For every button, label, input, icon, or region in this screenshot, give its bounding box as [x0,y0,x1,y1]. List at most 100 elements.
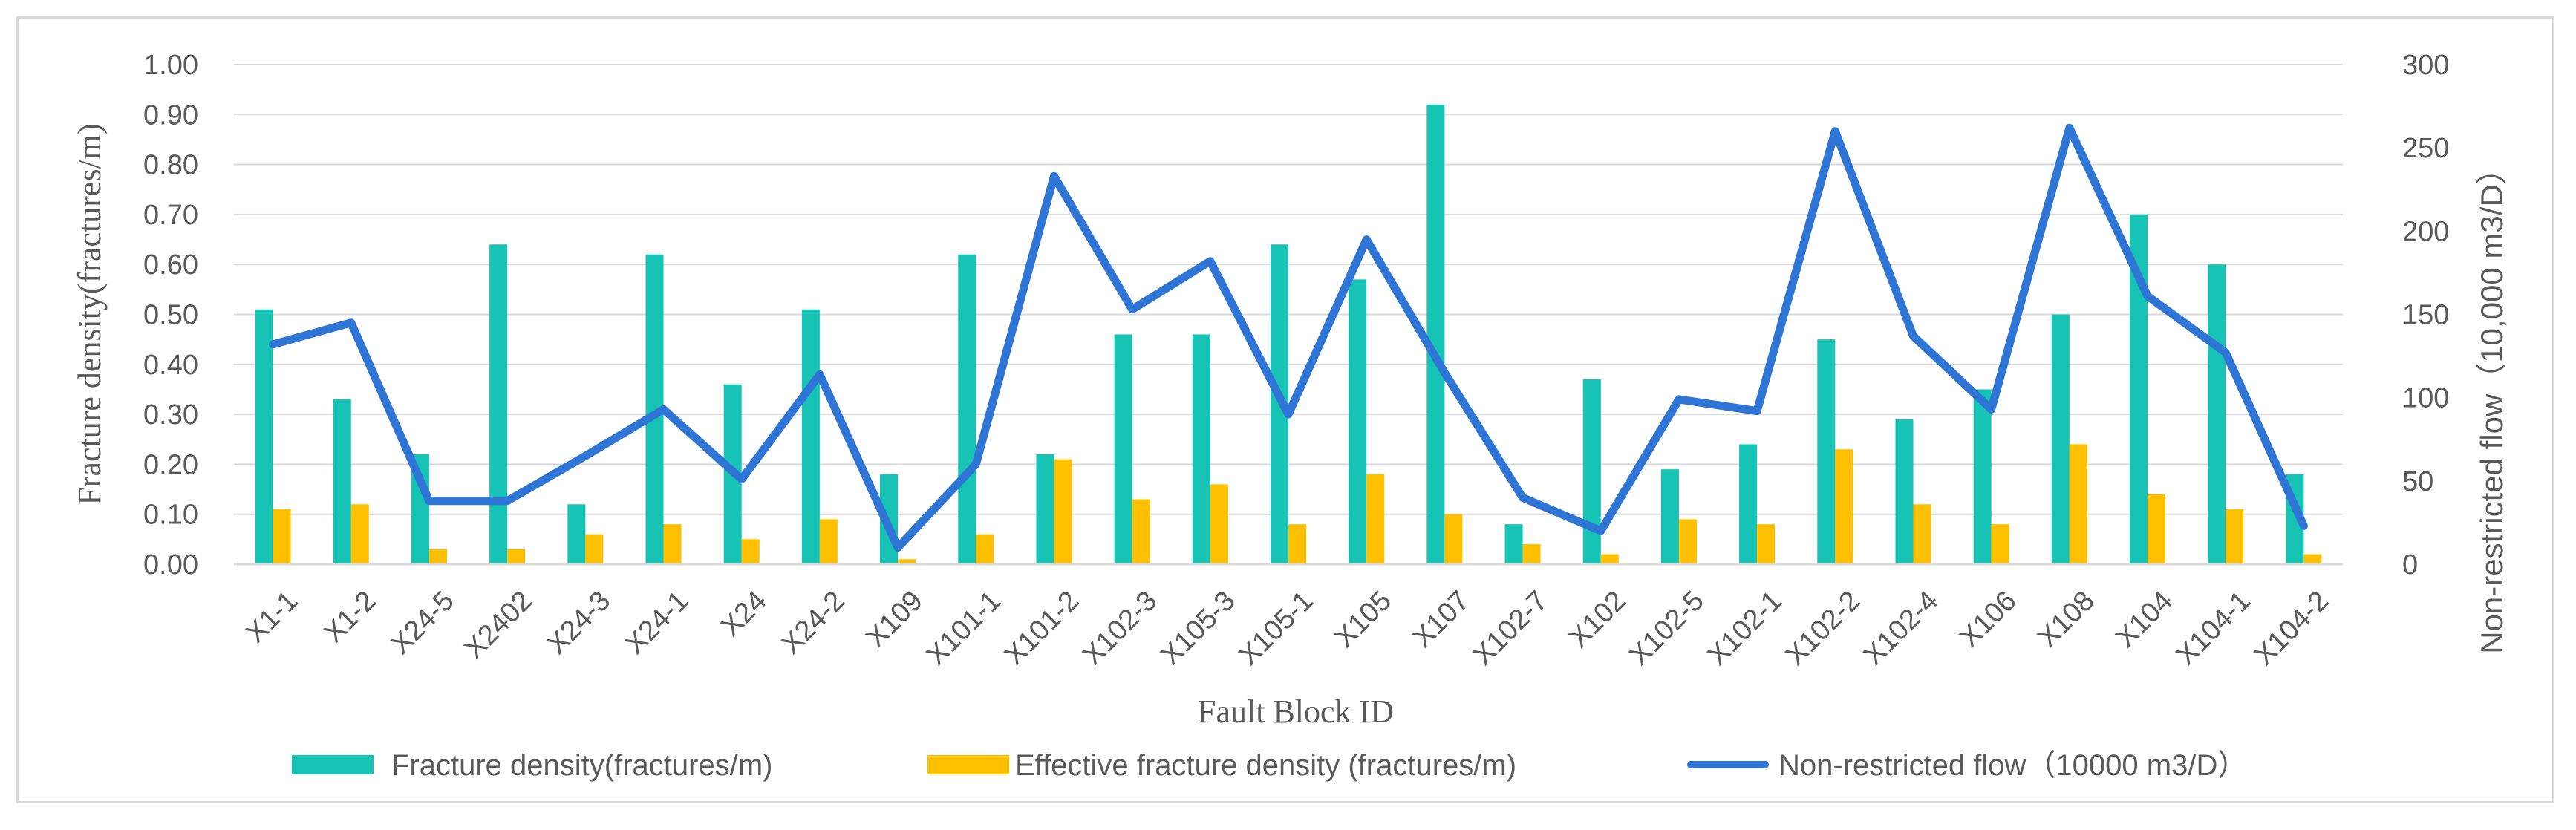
line-point [662,408,665,411]
bar-fracture-density [2208,264,2226,564]
y-tick-label: 0.90 [143,99,198,131]
line-point [584,455,587,457]
line-point [1600,530,1602,532]
line-point [1209,260,1211,262]
x-tick-label: X24-1 [619,585,694,660]
y-tick-label: 0.40 [143,350,198,381]
y2-axis-title: Non-restricted flow（10,000 m3/D） [2474,153,2509,654]
bar-effective-fracture-density [663,524,682,564]
bar-effective-fracture-density [2148,494,2166,564]
x-tick-label: X1-1 [240,585,304,649]
x-tick-label: X107 [1407,585,1476,653]
y2-tick-label: 150 [2402,300,2449,331]
x-tick-label: X24 [715,585,773,643]
bar-fracture-density [2051,314,2070,564]
x-tick-label: X24-3 [541,585,616,660]
bar-effective-fracture-density [1054,459,1072,564]
bar-effective-fracture-density [1522,544,1541,564]
line-point [350,321,352,324]
y-tick-label: 0.00 [143,549,198,581]
x-tick-label: X1-2 [318,585,382,649]
x-tick-label: X102-2 [1780,585,1866,671]
y-tick-label: 0.30 [143,399,198,431]
line-point [1912,335,1914,337]
line-point [1522,497,1524,499]
line-point [1288,414,1289,416]
bar-fracture-density [1426,104,1445,565]
legend-label-fracture-density: Fracture density(fractures/m) [391,749,772,782]
bar-fracture-density [1114,334,1132,564]
bar-effective-fracture-density [1678,519,1697,564]
y-tick-label: 0.10 [143,500,198,531]
bar-effective-fracture-density [1991,524,2009,564]
bar-fracture-density [1973,389,1992,564]
legend-item-fracture-density: Fracture density(fractures/m) [292,749,772,782]
x-tick-label: X24-5 [385,585,460,660]
line-point [2303,525,2305,527]
bar-effective-fracture-density [1835,449,1853,564]
y2-tick-label: 0 [2402,549,2418,581]
line-point [1053,175,1055,177]
bar-effective-fracture-density [428,549,447,564]
y2-tick-label: 50 [2402,466,2433,497]
bar-fracture-density [1660,469,1679,564]
y-tick-label: 0.60 [143,249,198,281]
bar-fracture-density [333,399,351,564]
x-tick-label: X101-2 [999,585,1085,671]
bar-effective-fracture-density [2069,444,2087,564]
bar-fracture-density [1192,334,1210,564]
bar-fracture-density [1349,279,1367,564]
line-point [1366,238,1368,241]
y-tick-label: 0.20 [143,449,198,480]
legend-item-effective-fracture-density: Effective fracture density (fractures/m) [927,749,1516,782]
bar-effective-fracture-density [507,549,526,564]
bar-effective-fracture-density [350,504,369,564]
line-point [1756,410,1758,412]
y2-tick-label: 250 [2402,133,2449,164]
bar-effective-fracture-density [1132,499,1150,564]
x-tick-label: X101-1 [921,585,1007,671]
x-tick-label: X102-7 [1467,585,1553,671]
bar-effective-fracture-density [1288,524,1306,564]
bar-fracture-density [255,309,273,564]
x-tick-label: X2402 [459,585,538,664]
bar-effective-fracture-density [1913,504,1931,564]
line-point [2068,127,2070,129]
line-point [818,373,821,376]
bar-effective-fracture-density [273,509,291,564]
bar-fracture-density [1895,419,1914,564]
line-point [2225,352,2227,354]
bar-effective-fracture-density [1444,514,1463,564]
legend-label-non-restricted-flow: Non-restricted flow（10000 m3/D） [1778,749,2247,782]
y-tick-label: 1.00 [143,50,198,81]
x-tick-label: X104 [2110,585,2178,653]
x-tick-label: X108 [2032,585,2100,653]
legend: Fracture density(fractures/m) Effective … [292,749,2247,782]
line-series [269,123,2308,552]
bar-fracture-density [1817,339,1836,564]
y-tick-label: 0.70 [143,200,198,231]
y-axis-title: Fracture density(fractures/m) [71,123,108,505]
bar-fracture-density [1036,454,1054,564]
legend-swatch-effective-fracture-density [927,755,1009,774]
y-tick-label: 0.80 [143,150,198,181]
line-point [1834,130,1836,132]
line-point [1131,308,1133,310]
line-point [1444,372,1446,374]
chart-frame: 0.00 0.10 0.20 0.30 0.40 0.50 0.60 0.70 0.80 0.90… [16,16,2554,803]
y2-tick-label: 200 [2402,216,2449,247]
bar-effective-fracture-density [1210,484,1228,564]
bar-fracture-density [1582,379,1601,564]
bar-effective-fracture-density [1757,524,1776,564]
line-point [428,500,430,502]
x-tick-label: X102-5 [1623,585,1709,671]
bar-fracture-density [567,504,586,564]
left-axis-ticks: 0.00 0.10 0.20 0.30 0.40 0.50 0.60 0.70 0.80 0.90… [143,50,198,581]
bar-fracture-density [489,244,508,564]
legend-item-non-restricted-flow: Non-restricted flow（10000 m3/D） [1687,749,2247,782]
line-point [506,500,509,502]
legend-label-effective-fracture-density: Effective fracture density (fractures/m) [1015,749,1516,782]
right-axis-ticks: 0 50 100 150 200 250 300 [2402,50,2449,581]
x-tick-label: X106 [1954,585,2022,653]
x-tick-label: X102-3 [1077,585,1163,671]
